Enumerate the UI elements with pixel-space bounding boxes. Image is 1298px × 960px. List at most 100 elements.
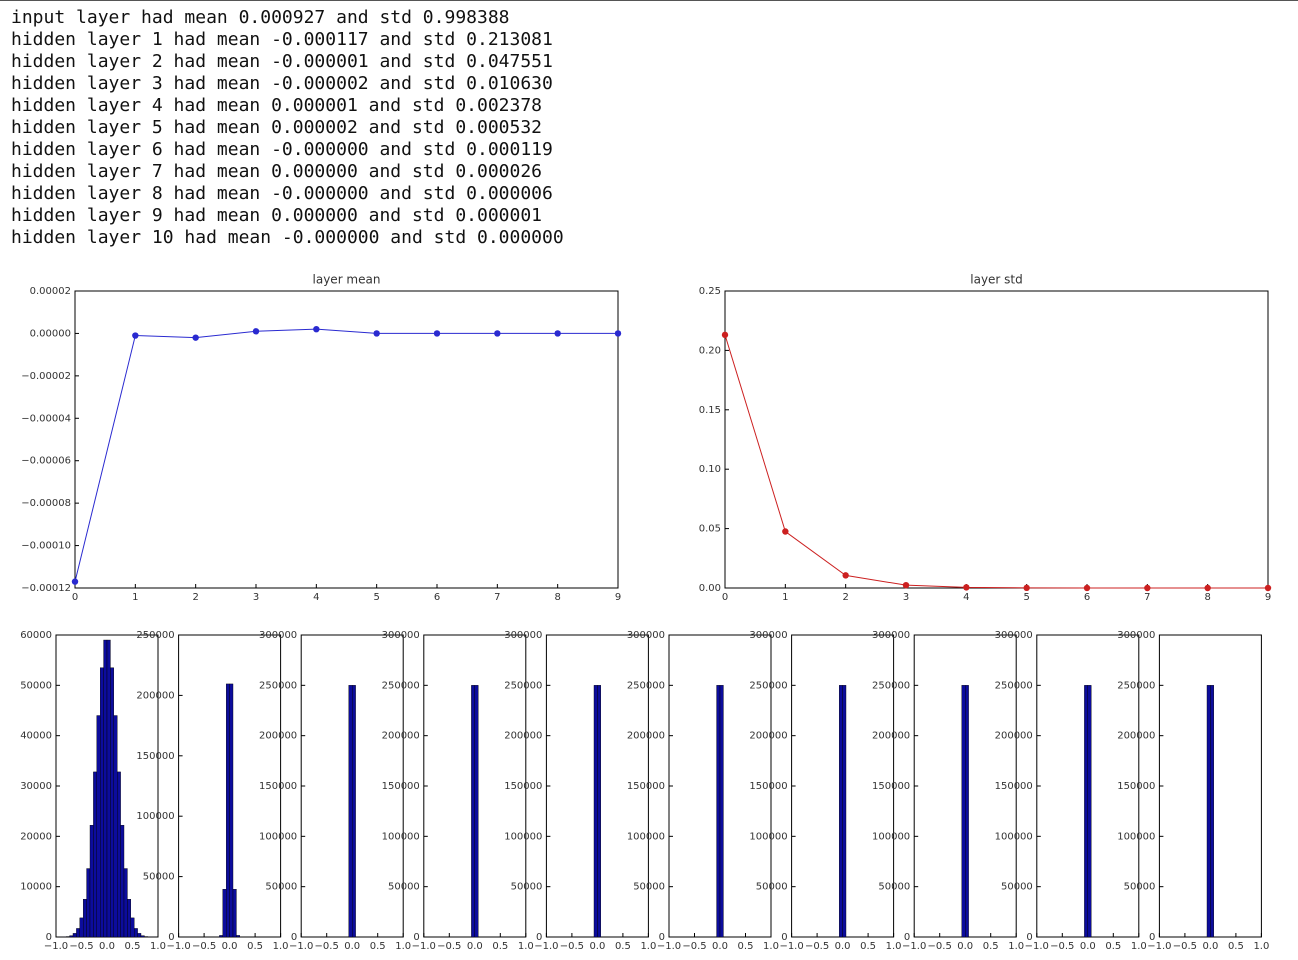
- x-tick-label: 2: [842, 592, 848, 603]
- y-tick-label: 300000: [1117, 630, 1155, 641]
- console-line: hidden layer 1 had mean -0.000117 and st…: [11, 29, 553, 50]
- y-tick-label: 200000: [627, 731, 665, 742]
- y-tick-label: 200000: [1117, 731, 1155, 742]
- y-tick-label: 200000: [259, 731, 297, 742]
- x-tick-label: 1.0: [395, 941, 411, 952]
- hist-bar: [219, 935, 224, 938]
- y-tick-label: 50000: [756, 882, 788, 893]
- x-tick-label: −1.0: [779, 941, 803, 952]
- point: [313, 325, 320, 333]
- y-tick-label: 100000: [995, 831, 1033, 842]
- y-tick-label: 250000: [1117, 680, 1155, 691]
- hist-bar: [348, 685, 353, 938]
- y-tick-label: 100000: [382, 831, 420, 842]
- y-tick-label: 50000: [1124, 882, 1156, 893]
- hist-bar: [89, 825, 94, 938]
- y-tick-label: 50000: [633, 882, 665, 893]
- y-tick-label: 150000: [259, 781, 297, 792]
- point: [554, 330, 561, 337]
- y-tick-label: 0: [904, 932, 910, 943]
- hist-bar: [106, 639, 111, 938]
- y-tick-label: 150000: [1117, 781, 1155, 792]
- x-tick-label: −1.0: [657, 941, 681, 952]
- hist-bar: [719, 685, 724, 938]
- y-tick-label: 50000: [265, 882, 297, 893]
- hist-bar: [82, 899, 87, 938]
- y-tick-label: 0.00: [699, 583, 721, 594]
- console-line: hidden layer 10 had mean -0.000000 and s…: [11, 227, 564, 248]
- x-tick-label: 8: [554, 592, 560, 603]
- x-tick-label: −1.0: [44, 941, 68, 952]
- x-tick-label: −1.0: [902, 941, 926, 952]
- hist-bar: [1210, 685, 1215, 938]
- hist-bar: [236, 935, 241, 938]
- y-tick-label: 50000: [878, 882, 910, 893]
- hist-bar: [116, 771, 121, 938]
- y-tick-label: 100000: [504, 831, 542, 842]
- x-tick-label: 1.0: [150, 941, 166, 952]
- x-tick-label: 0.5: [738, 941, 754, 952]
- hist-bar: [1087, 685, 1092, 938]
- point: [1264, 584, 1272, 592]
- x-tick-label: 7: [494, 592, 500, 603]
- hist-bar: [133, 928, 138, 938]
- x-tick-label: 8: [1204, 592, 1210, 603]
- y-tick-label: 250000: [872, 680, 910, 691]
- y-tick-label: −0.00006: [21, 456, 71, 467]
- y-tick-label: 300000: [259, 630, 297, 641]
- hist-bar: [69, 935, 74, 938]
- hist-bar: [597, 685, 602, 938]
- x-tick-label: 1.0: [518, 941, 534, 952]
- console-line: hidden layer 4 had mean 0.000001 and std…: [11, 95, 543, 116]
- y-tick-label: 300000: [872, 630, 910, 641]
- hist-bar: [130, 917, 135, 938]
- hist-bar: [76, 928, 81, 938]
- x-tick-label: 0.5: [125, 941, 141, 952]
- hist-bar: [93, 771, 98, 938]
- y-tick-label: 200000: [504, 731, 542, 742]
- point: [782, 528, 789, 535]
- y-tick-label: 300000: [504, 630, 542, 641]
- x-tick-label: 0.0: [589, 941, 605, 952]
- hist-bar: [86, 868, 91, 938]
- y-tick-label: 0.00000: [30, 328, 71, 339]
- x-tick-label: 0.0: [712, 941, 728, 952]
- x-tick-label: 0.5: [615, 941, 631, 952]
- console-line: hidden layer 2 had mean -0.000001 and st…: [11, 51, 553, 72]
- y-tick-label: 0: [1149, 932, 1155, 943]
- x-tick-label: −0.5: [805, 941, 829, 952]
- hist-bar: [965, 685, 969, 938]
- console-line: input layer had mean 0.000927 and std 0.…: [11, 7, 510, 28]
- y-tick-label: −0.00004: [21, 413, 71, 424]
- plot-area: [74, 290, 619, 589]
- point: [71, 578, 79, 585]
- hist-bar: [120, 825, 125, 938]
- y-tick-label: 30000: [20, 781, 52, 792]
- x-tick-label: 0.0: [835, 941, 851, 952]
- hist-bar: [100, 667, 104, 938]
- x-tick-label: 0.0: [1080, 941, 1096, 952]
- y-tick-label: 250000: [627, 680, 665, 691]
- y-tick-label: 100000: [1117, 831, 1155, 842]
- series-line: [74, 328, 618, 582]
- x-tick-label: 0.5: [247, 941, 263, 952]
- y-tick-label: 200000: [382, 731, 420, 742]
- console-line: hidden layer 6 had mean -0.000000 and st…: [11, 139, 553, 160]
- y-tick-label: −0.00002: [21, 371, 71, 382]
- x-tick-label: 6: [434, 592, 440, 603]
- x-tick-label: 0.0: [1202, 941, 1218, 952]
- point: [1144, 584, 1151, 592]
- y-tick-label: 0: [781, 932, 787, 943]
- y-tick-label: 150000: [504, 781, 542, 792]
- x-tick-label: −0.5: [437, 941, 461, 952]
- x-tick-label: 0.5: [983, 941, 999, 952]
- hist-bar: [471, 685, 475, 938]
- point: [721, 331, 729, 339]
- x-tick-label: 0.5: [1105, 941, 1121, 952]
- x-tick-label: −0.5: [1050, 941, 1074, 952]
- x-tick-label: 0.0: [99, 941, 115, 952]
- y-tick-label: 0.15: [699, 405, 721, 416]
- y-tick-label: 100000: [749, 831, 787, 842]
- y-tick-label: 200000: [749, 731, 787, 742]
